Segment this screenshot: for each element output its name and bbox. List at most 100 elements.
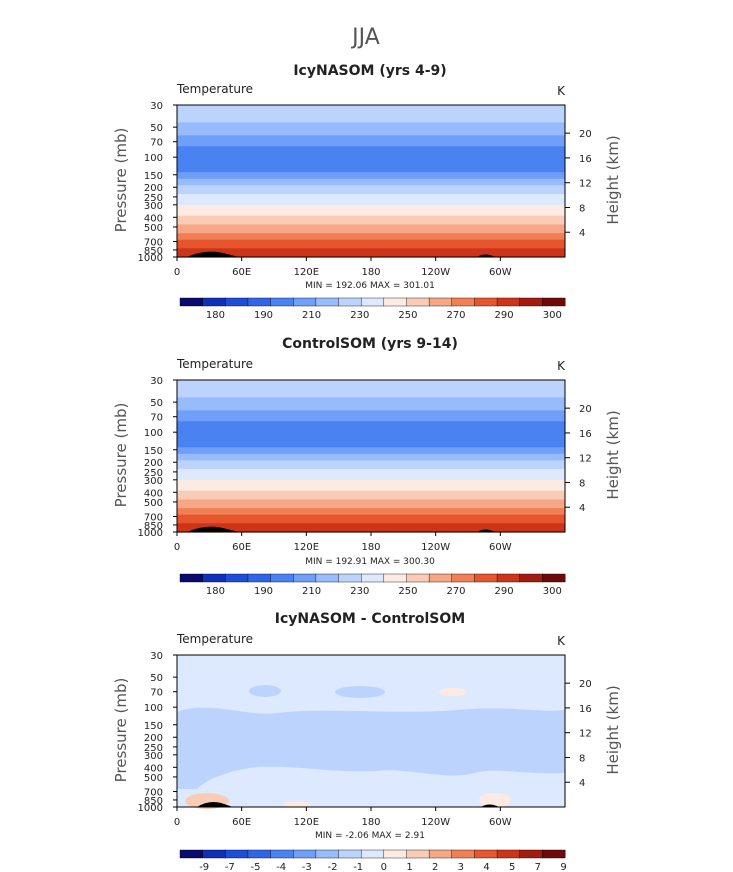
- contour-band: [177, 141, 565, 145]
- colorbar-box: [338, 573, 362, 583]
- contour-band: [177, 518, 565, 522]
- contour-band: [177, 137, 565, 141]
- y-axis-label-right: Height (km): [604, 685, 622, 774]
- colorbar-label: 210: [302, 586, 321, 597]
- figure-title: JJA: [350, 25, 380, 50]
- contour-band: [177, 235, 565, 239]
- colorbar-box: [315, 297, 340, 307]
- contour-band: [177, 527, 565, 531]
- contour-band: [177, 469, 565, 472]
- contour-band: [177, 453, 565, 457]
- y-tick-label: 400: [144, 488, 163, 499]
- x-tick-label: 60E: [232, 542, 251, 553]
- colorbar-box: [360, 849, 385, 859]
- contour-band: [177, 111, 565, 115]
- contour-band: [177, 165, 565, 169]
- contour-band: [177, 382, 565, 385]
- contour-band: [177, 148, 565, 152]
- colorbar-label: -2: [328, 862, 338, 872]
- colorbar-box: [247, 849, 272, 859]
- x-tick-label: 0: [174, 542, 180, 553]
- colorbar-box: [202, 297, 226, 307]
- x-tick-label: 0: [174, 267, 180, 278]
- contour-band: [177, 505, 565, 509]
- y-axis-label: Pressure (mb): [112, 678, 130, 783]
- contour-band: [177, 512, 565, 516]
- contour-band: [177, 222, 565, 226]
- colorbar-box: [474, 849, 498, 859]
- colorbar-label: 1: [406, 862, 412, 872]
- contour-band: [177, 131, 565, 134]
- contour-band: [177, 246, 565, 249]
- contour-band: [177, 126, 565, 130]
- y-tick-label: 700: [144, 513, 163, 524]
- colorbar-box: [202, 573, 226, 583]
- contour-band: [177, 118, 565, 121]
- contour-band: [177, 113, 565, 117]
- y-tick-label: 250: [144, 743, 163, 754]
- contour-band: [177, 178, 565, 182]
- variable-label: Temperature: [176, 357, 253, 371]
- y-tick-label: 300: [144, 751, 163, 762]
- variable-label: Temperature: [176, 82, 253, 96]
- contour-band: [177, 167, 565, 171]
- contour-band: [177, 484, 565, 487]
- colorbar-label: -9: [199, 862, 209, 872]
- right-tick-label: 4: [579, 778, 585, 789]
- contour-band: [177, 429, 565, 433]
- contour-band: [177, 250, 565, 254]
- colorbar-box: [293, 297, 317, 307]
- x-tick-label: 120W: [421, 542, 450, 553]
- contour-band: [177, 419, 565, 422]
- contour-band: [177, 406, 565, 409]
- x-tick-label: 60W: [489, 817, 512, 828]
- right-tick-label: 4: [579, 503, 585, 514]
- contour-band: [177, 254, 565, 258]
- y-tick-label: 100: [144, 153, 163, 164]
- y-tick-label: 200: [144, 458, 163, 469]
- stats-text: MIN = 192.06 MAX = 301.01: [305, 281, 435, 291]
- contour-band: [177, 482, 565, 485]
- contour-band: [177, 475, 565, 479]
- x-tick-label: 120W: [421, 817, 450, 828]
- x-tick-label: 120E: [294, 267, 319, 278]
- colorbar: 180 190 210 230 250 270 290 300: [179, 297, 566, 321]
- y-tick-label: 30: [150, 376, 163, 387]
- contour-band: [177, 194, 565, 197]
- contour-band: [177, 390, 565, 394]
- contour-band: [177, 525, 565, 529]
- positive-region: [283, 801, 311, 807]
- contour-band: [177, 181, 565, 184]
- y-tick-label: 30: [150, 651, 163, 662]
- contour-band: [177, 445, 565, 448]
- contour-band: [177, 508, 565, 511]
- y-tick-label: 400: [144, 213, 163, 224]
- y-axis-label: Pressure (mb): [112, 128, 130, 233]
- colorbar-box: [451, 573, 475, 583]
- contour-band: [177, 412, 565, 416]
- x-tick-label: 120E: [294, 542, 319, 553]
- colorbar-box: [406, 849, 430, 859]
- contour-band: [177, 425, 565, 429]
- contour-band: [177, 170, 565, 173]
- contour-band: [177, 161, 565, 165]
- right-tick-label: 12: [579, 179, 592, 190]
- negative-region: [177, 707, 565, 789]
- colorbar-label: 230: [350, 310, 369, 321]
- y-tick-label: 150: [144, 446, 163, 457]
- colorbar-box: [383, 297, 407, 307]
- colorbar-box: [225, 573, 249, 583]
- panel-2: ControlSOM (yrs 9-14) Temperature K Pres…: [112, 336, 622, 597]
- contour-band: [177, 438, 565, 442]
- right-tick-label: 20: [579, 679, 592, 690]
- colorbar-box: [451, 849, 475, 859]
- contour-band: [177, 401, 565, 405]
- y-tick-label: 50: [150, 398, 163, 409]
- contour-band: [177, 252, 565, 256]
- contour-band: [177, 122, 565, 126]
- contour-band: [177, 388, 565, 392]
- contour-band: [177, 380, 565, 383]
- colorbar-box: [428, 573, 453, 583]
- colorbar-label: 270: [446, 586, 465, 597]
- contour-band: [177, 436, 565, 440]
